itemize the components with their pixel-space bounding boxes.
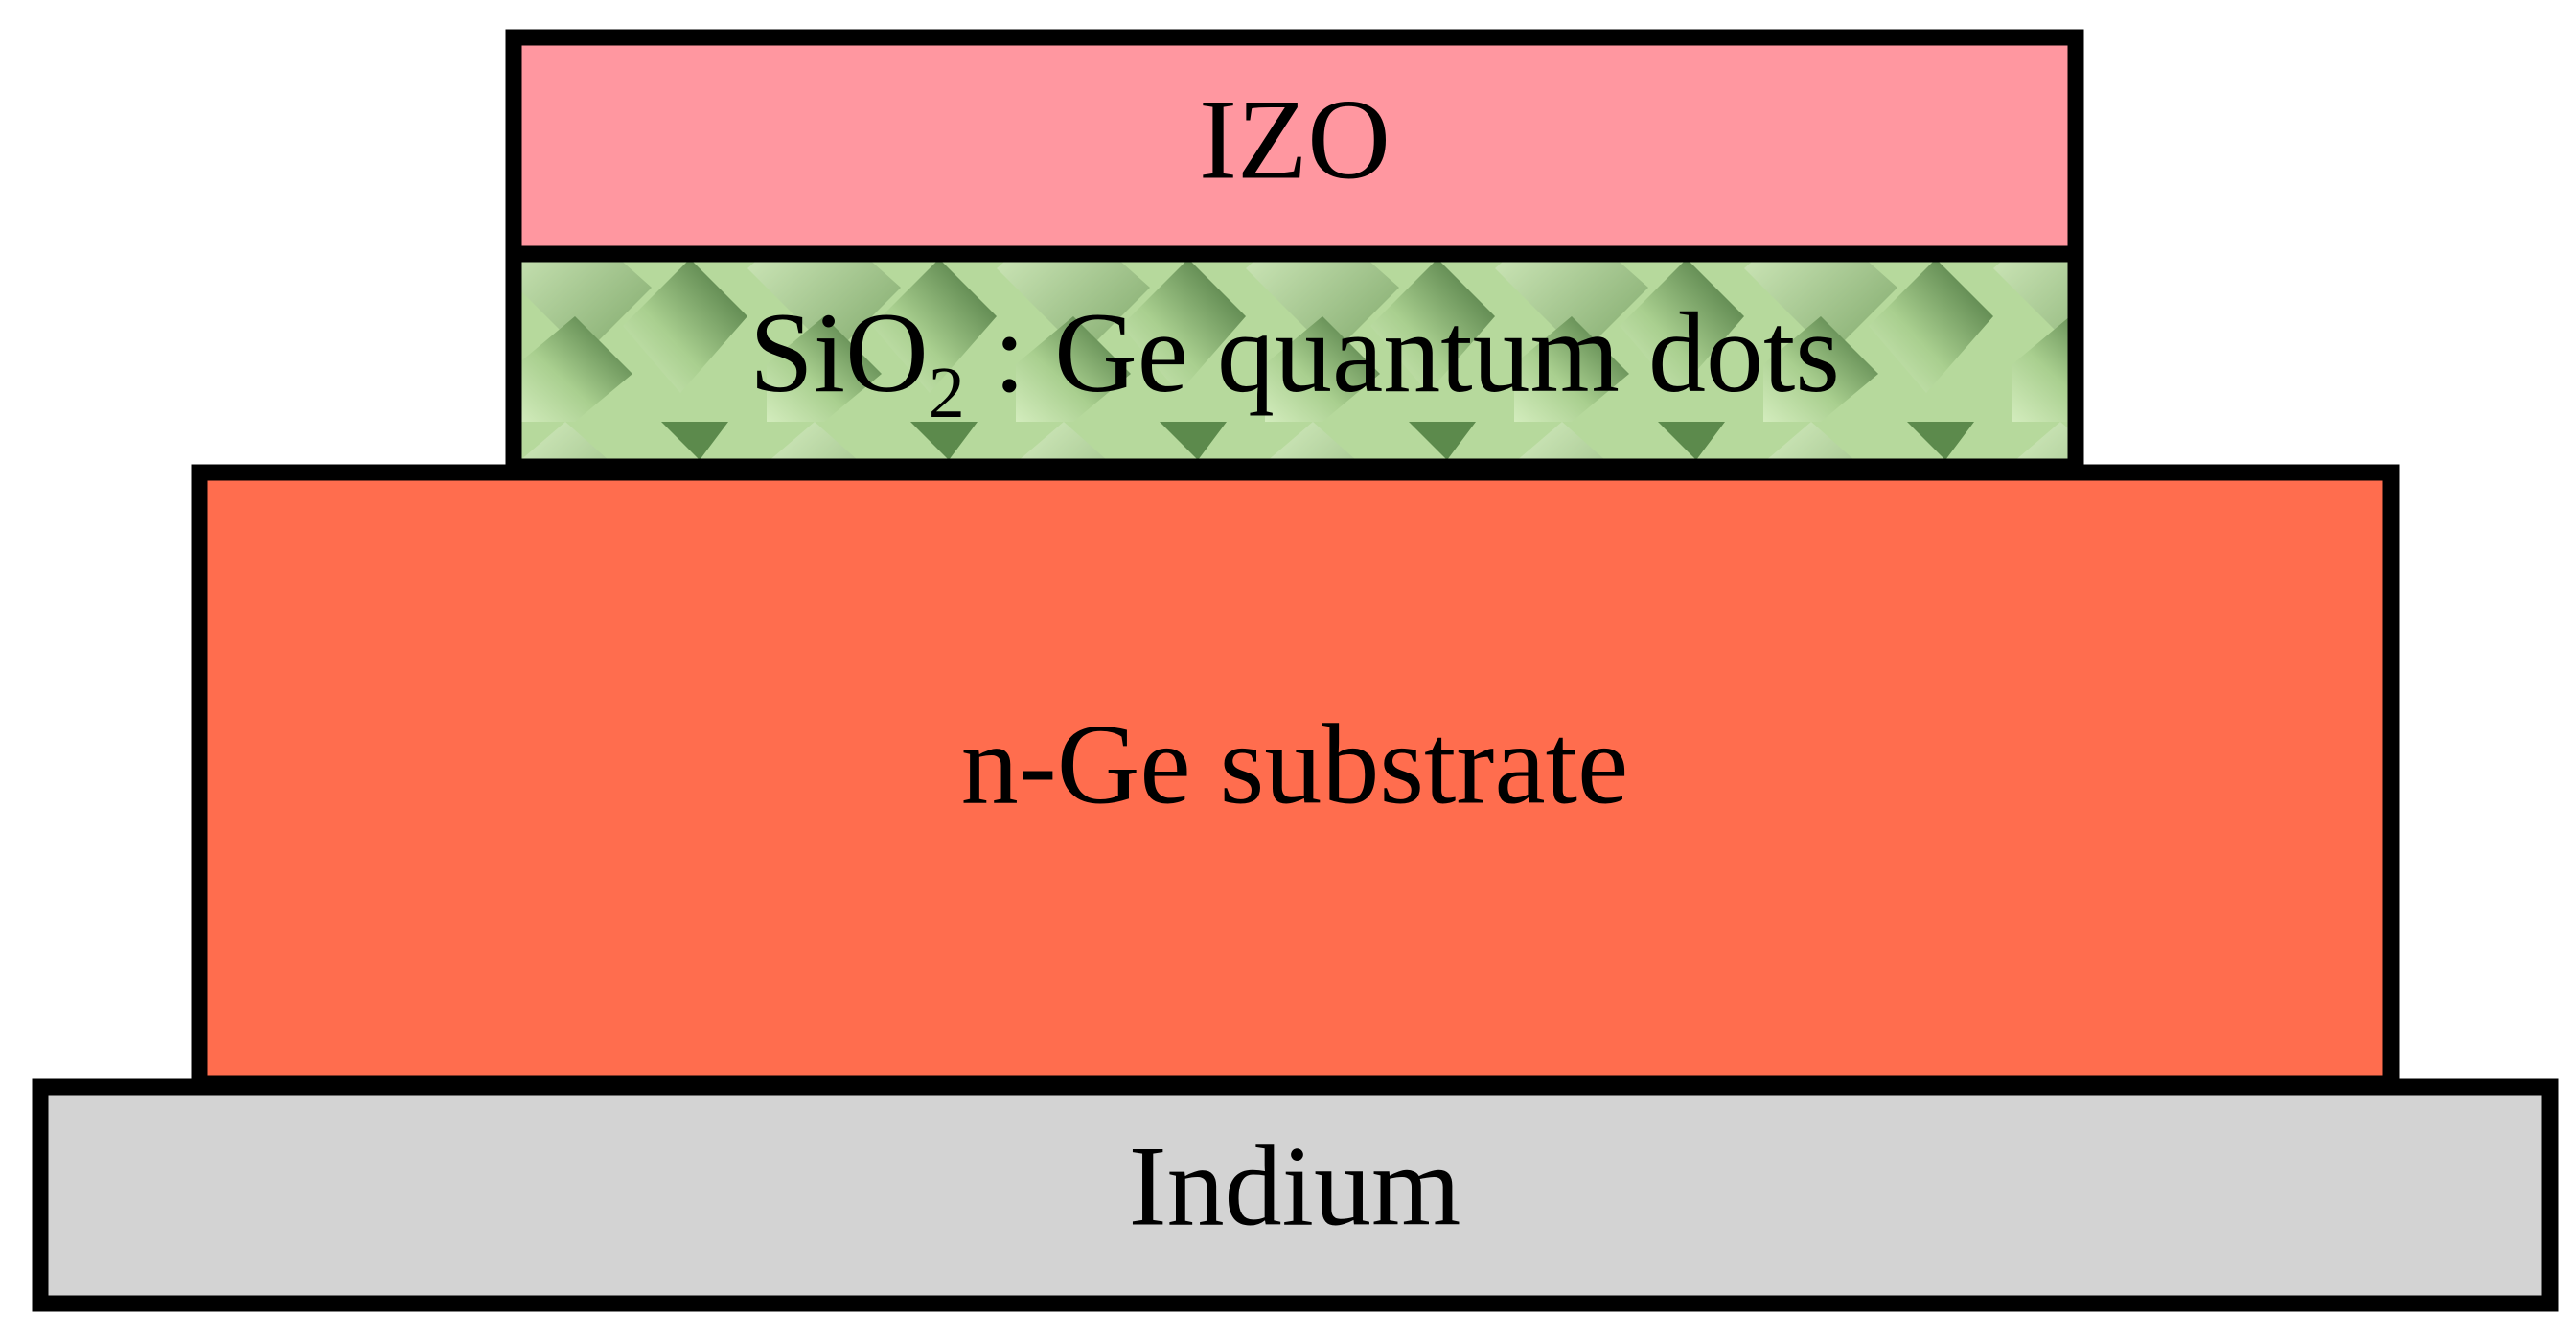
layer-label: Indium — [1129, 1122, 1461, 1250]
indium-layer — [32, 1078, 2559, 1312]
layer-label: IZO — [1199, 76, 1391, 203]
layer-label: SiO2 : Ge quantum dots — [749, 289, 1840, 434]
layer-label: n-Ge substrate — [961, 701, 1628, 828]
substrate-layer — [191, 464, 2400, 1093]
izo-layer — [505, 29, 2084, 263]
layer-label-main: SiO — [749, 289, 929, 416]
layer-label-rest: : Ge quantum dots — [965, 289, 1840, 416]
layer-label-subscript: 2 — [929, 353, 965, 433]
